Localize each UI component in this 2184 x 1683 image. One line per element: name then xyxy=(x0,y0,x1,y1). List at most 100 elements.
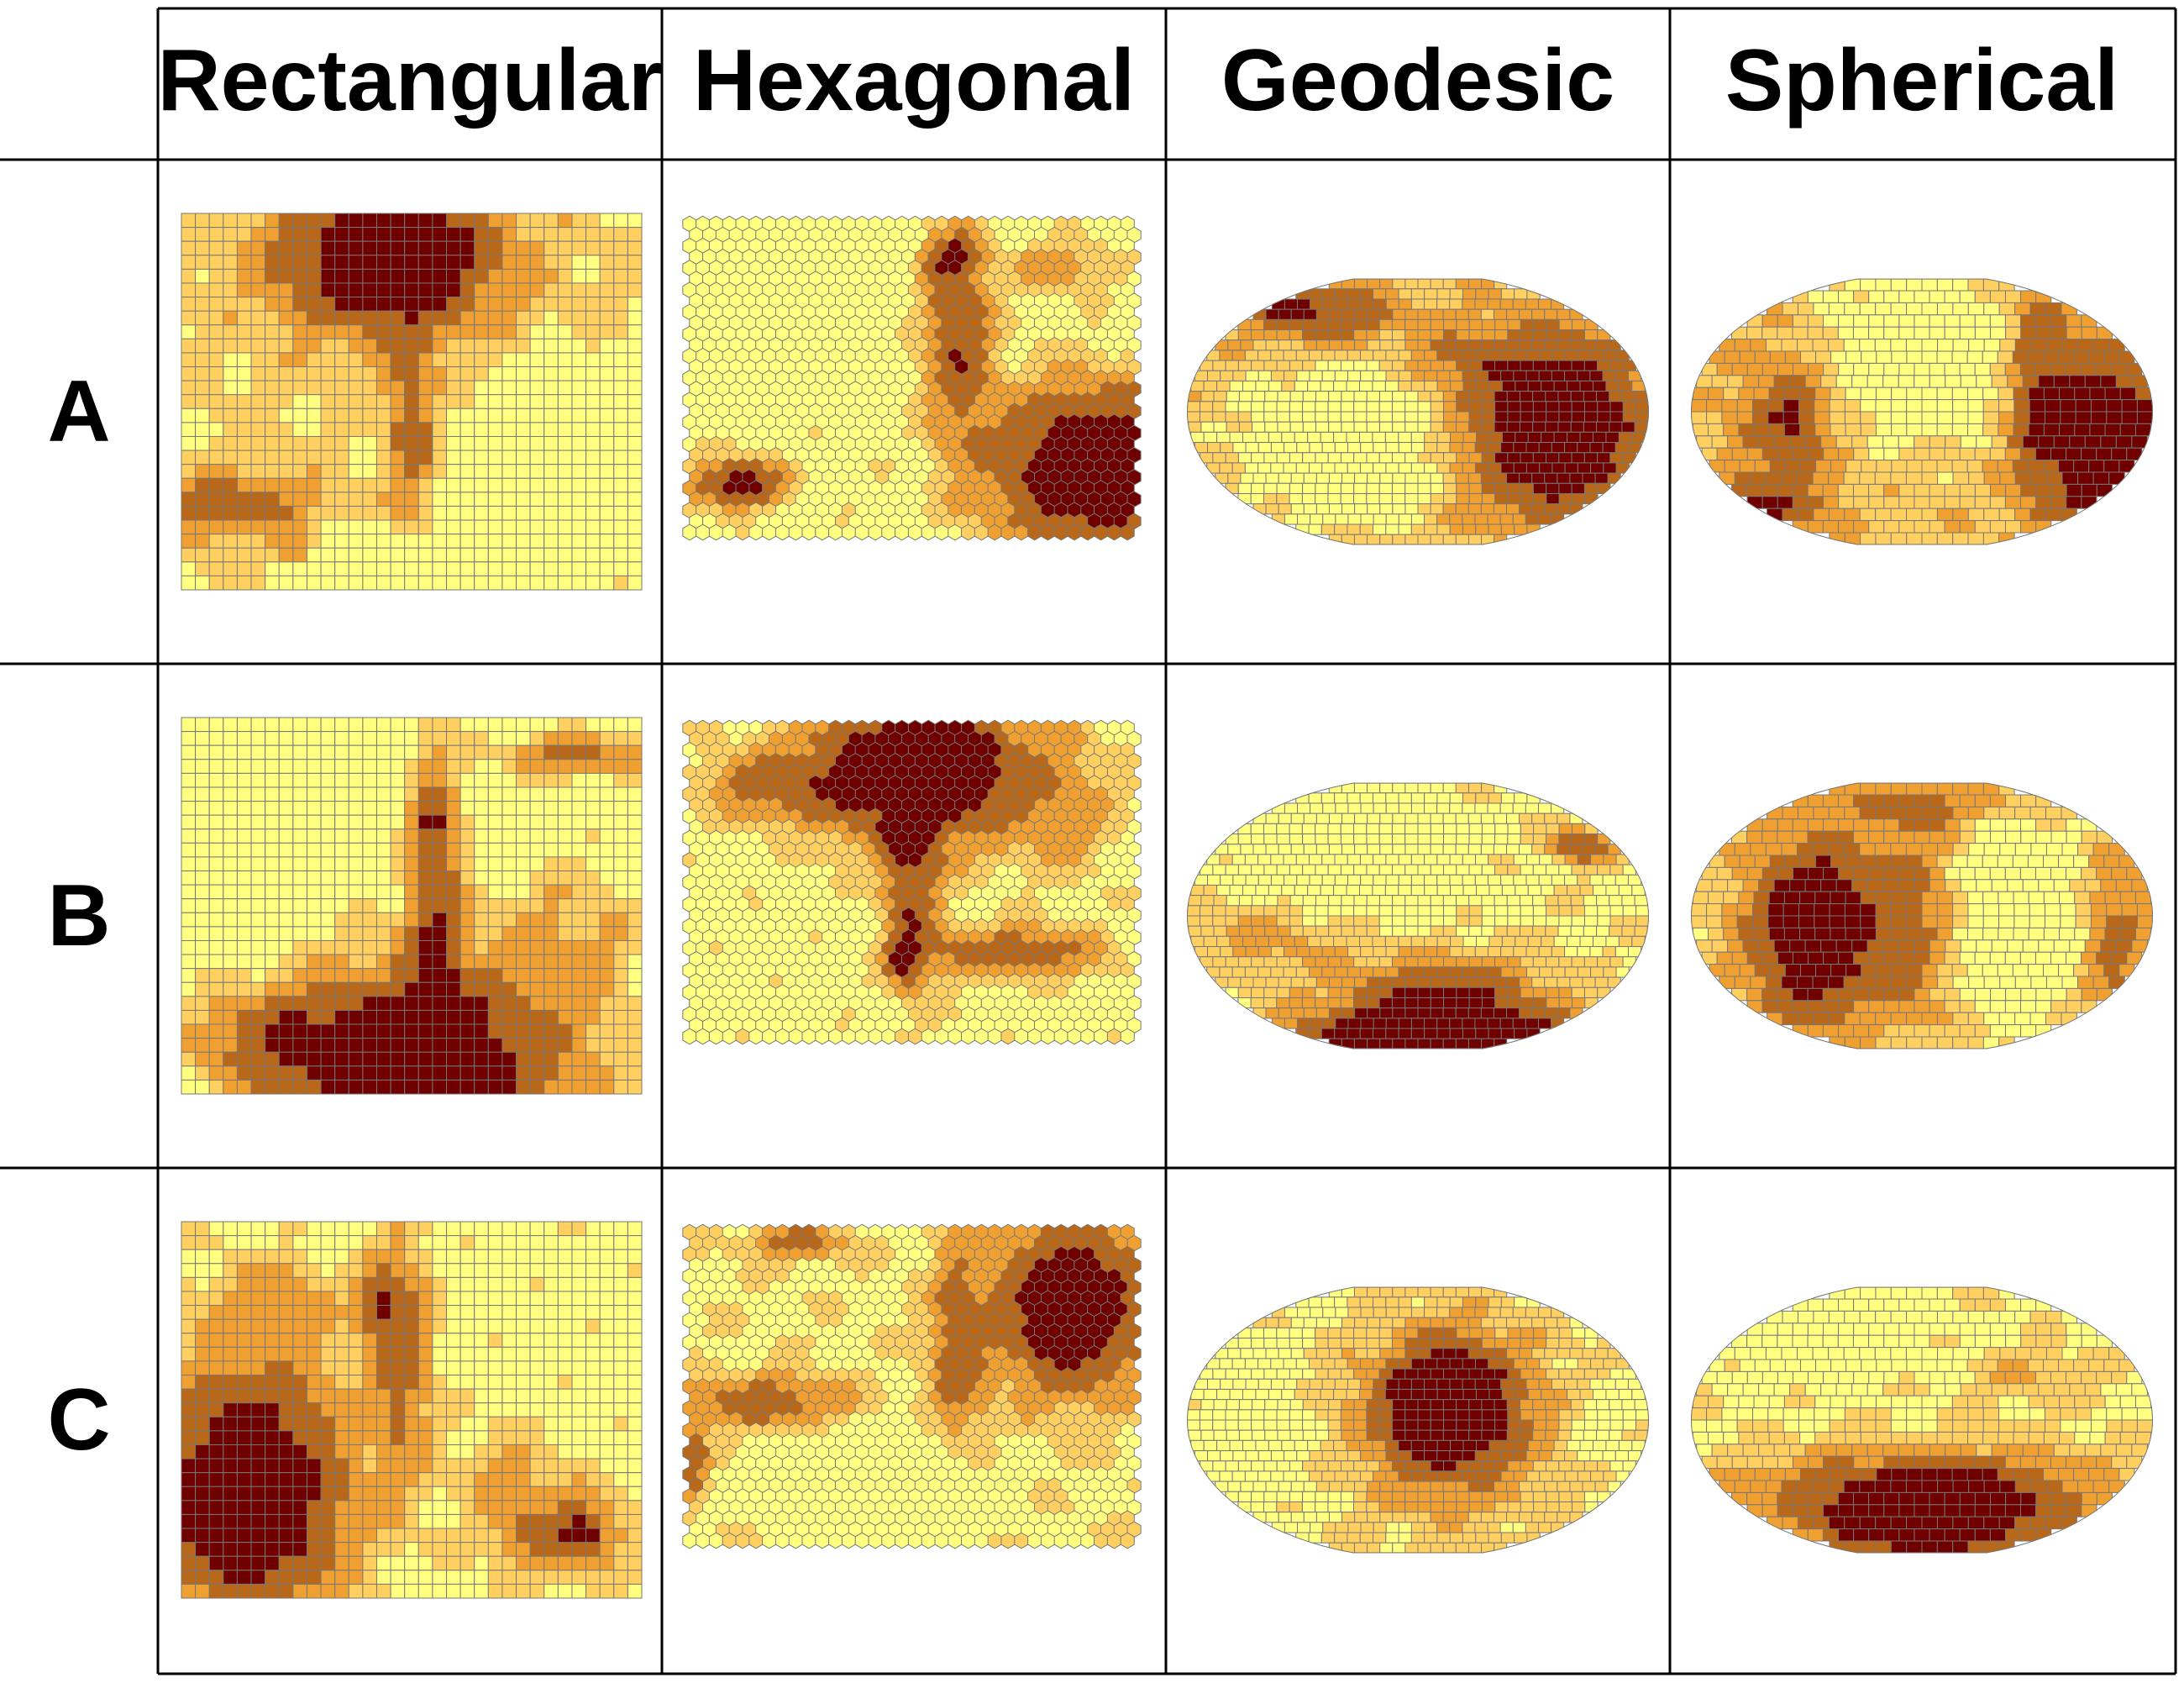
map-cell xyxy=(306,534,322,549)
map-cell xyxy=(557,759,573,774)
map-cell xyxy=(1952,532,1969,545)
map-cell xyxy=(627,786,643,802)
map-cell xyxy=(1519,391,1534,402)
map-cell xyxy=(306,731,322,746)
map-cell xyxy=(487,1051,503,1067)
map-cell xyxy=(516,394,531,409)
map-cell xyxy=(599,324,615,339)
map-cell xyxy=(1813,302,1830,316)
map-cell xyxy=(543,324,559,339)
map-cell xyxy=(1106,523,1121,541)
map-cell xyxy=(1499,298,1514,310)
map-cell xyxy=(1265,503,1279,515)
map-cell xyxy=(627,268,643,284)
map-cell xyxy=(404,1051,419,1067)
map-cell xyxy=(446,786,461,802)
map-cell xyxy=(1758,435,1775,449)
map-cell xyxy=(292,310,307,326)
map-cell xyxy=(1929,375,1946,388)
map-cell xyxy=(627,1079,643,1095)
map-cell xyxy=(1359,462,1374,474)
map-cell xyxy=(1546,318,1560,331)
map-cell xyxy=(208,954,224,970)
map-cell xyxy=(1353,452,1368,464)
map-cell xyxy=(292,561,307,576)
map-cell xyxy=(474,240,489,256)
map-cell xyxy=(250,954,266,970)
map-cell xyxy=(432,213,448,229)
map-cell xyxy=(599,717,615,733)
map-cell xyxy=(236,519,252,535)
map-cell xyxy=(1237,360,1252,371)
map-cell xyxy=(1315,421,1330,433)
map-cell xyxy=(432,717,448,733)
map-cell xyxy=(1450,431,1464,444)
map-cell xyxy=(1736,411,1754,424)
map-cell xyxy=(2020,496,2037,509)
map-cell xyxy=(1276,492,1290,505)
map-cell xyxy=(1353,492,1368,505)
map-cell xyxy=(1296,370,1310,381)
map-cell xyxy=(1481,411,1496,423)
map-cell xyxy=(1607,472,1621,484)
map-cell xyxy=(1914,362,1930,376)
map-cell xyxy=(432,255,448,270)
map-cell xyxy=(320,422,336,437)
map-cell xyxy=(2050,496,2067,509)
map-cell xyxy=(1424,523,1438,535)
map-cell xyxy=(585,801,601,816)
map-cell xyxy=(557,477,573,493)
map-cell xyxy=(1398,462,1412,474)
map-cell xyxy=(2060,399,2076,413)
map-cell xyxy=(236,435,252,451)
map-cell xyxy=(348,366,364,381)
map-cell xyxy=(571,575,587,591)
map-cell xyxy=(236,561,252,576)
map-cell xyxy=(417,898,433,913)
map-cell xyxy=(1366,360,1380,371)
map-cell xyxy=(516,981,531,997)
map-cell xyxy=(223,477,238,493)
map-cell xyxy=(487,996,503,1011)
map-cell xyxy=(362,744,377,760)
map-cell xyxy=(1845,423,1861,437)
map-cell xyxy=(404,297,419,312)
map-cell xyxy=(417,856,433,872)
map-cell xyxy=(1959,496,1976,509)
map-cell xyxy=(1244,350,1259,361)
map-cell xyxy=(627,870,643,886)
map-cell xyxy=(208,268,224,284)
map-cell xyxy=(627,1023,643,1039)
map-cell xyxy=(1229,431,1243,444)
map-cell xyxy=(1546,329,1560,341)
map-cell xyxy=(348,408,364,423)
map-cell xyxy=(1436,523,1451,535)
map-cell xyxy=(1238,421,1253,433)
map-cell xyxy=(1723,387,1740,401)
map-cell xyxy=(236,954,252,970)
map-cell xyxy=(292,1009,307,1025)
map-cell xyxy=(195,213,210,229)
map-cell xyxy=(1366,452,1380,464)
map-cell xyxy=(223,912,238,928)
map-cell xyxy=(404,801,419,816)
map-cell xyxy=(250,786,266,802)
map-cell xyxy=(320,240,336,256)
map-cell xyxy=(543,772,559,788)
map-cell xyxy=(417,394,433,409)
map-cell xyxy=(1385,288,1399,300)
map-cell xyxy=(1455,308,1469,320)
map-cell xyxy=(1263,492,1278,505)
map-cell xyxy=(1417,421,1431,433)
map-cell xyxy=(1404,452,1419,464)
map-cell xyxy=(306,870,322,886)
map-cell xyxy=(516,898,531,913)
map-cell xyxy=(362,898,377,913)
map-cell xyxy=(250,477,266,493)
map-cell xyxy=(1974,290,1991,303)
map-cell xyxy=(417,352,433,368)
map-cell xyxy=(529,435,545,451)
map-cell xyxy=(585,772,601,788)
map-cell xyxy=(375,534,391,549)
map-cell xyxy=(1605,431,1620,444)
